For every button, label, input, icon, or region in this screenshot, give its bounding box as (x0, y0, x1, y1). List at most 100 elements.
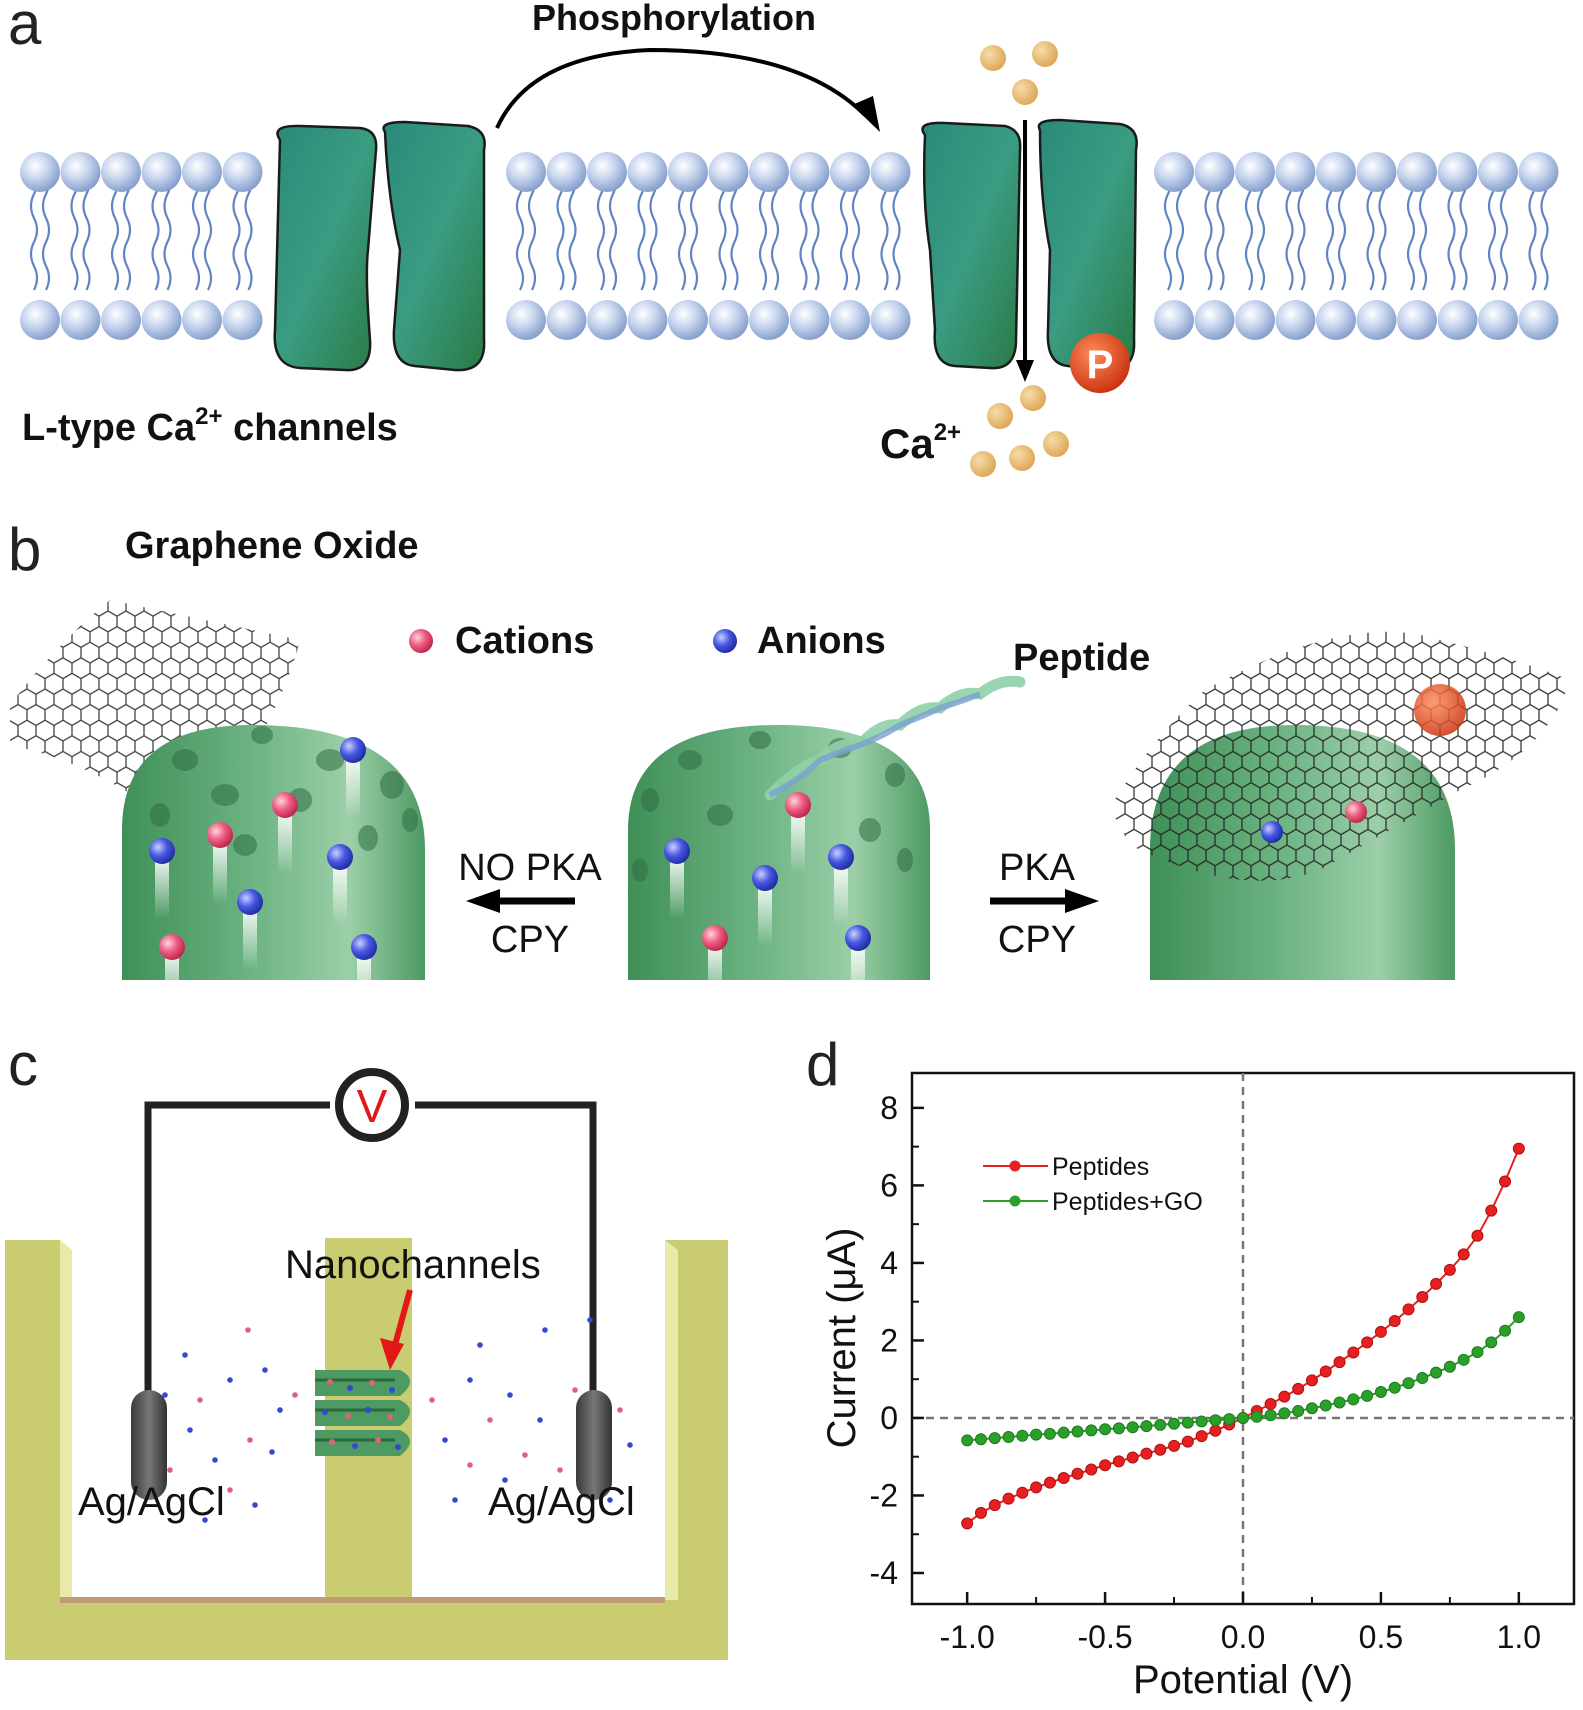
ion-flow-arrow (1016, 120, 1034, 382)
panel-a-letter: a (8, 0, 42, 57)
arrow-no-pka (466, 889, 575, 913)
data-point (1195, 1415, 1208, 1428)
panel-b: b Graphene Oxide Cations Anions Peptide (8, 516, 1570, 1015)
nanochannel-dome-right (1110, 631, 1570, 980)
data-point (1264, 1409, 1277, 1422)
legend-entry: Peptides (983, 1153, 1149, 1181)
data-point (1361, 1336, 1374, 1349)
data-point (1319, 1399, 1332, 1412)
data-point (1485, 1204, 1498, 1217)
circuit-wire (144, 1101, 597, 1423)
data-point (1512, 1142, 1525, 1155)
data-point (1499, 1324, 1512, 1337)
scattered-ions (162, 1317, 633, 1523)
nanochannel-dome-left (122, 725, 425, 1015)
data-point (1499, 1175, 1512, 1188)
data-point (1347, 1346, 1360, 1359)
data-point (1430, 1366, 1443, 1379)
data-point (1154, 1418, 1167, 1431)
data-point (1374, 1385, 1387, 1398)
anion-legend-icon (713, 629, 737, 653)
data-point (1140, 1447, 1153, 1460)
x-axis-ticks: -1.0 -0.5 0.0 0.5 1.0 (940, 1592, 1541, 1655)
left-cpy-label: CPY (491, 919, 569, 961)
data-point (1071, 1467, 1084, 1480)
data-point (1305, 1402, 1318, 1415)
lipid-bilayer (20, 152, 1559, 340)
data-point (1319, 1365, 1332, 1378)
panel-c-letter: c (8, 1031, 38, 1098)
calcium-ions-top (980, 41, 1058, 105)
left-electrode-label: Ag/AgCl (78, 1480, 225, 1524)
data-point (1223, 1413, 1236, 1426)
data-point (1112, 1422, 1125, 1435)
data-point (1002, 1430, 1015, 1443)
legend-marker (1009, 1195, 1021, 1207)
data-point (1430, 1277, 1443, 1290)
legend-label: Peptides (1052, 1153, 1149, 1181)
x-tick-label: -0.5 (1078, 1619, 1133, 1655)
data-point (1471, 1229, 1484, 1242)
y-tick-label: 2 (880, 1322, 898, 1358)
nanochannels-label: Nanochannels (285, 1243, 541, 1287)
phosphate-symbol: P (1087, 343, 1114, 387)
data-point (974, 1433, 987, 1446)
y-tick-label: -4 (870, 1555, 898, 1591)
cation-legend-icon (409, 629, 433, 653)
data-point (1374, 1325, 1387, 1338)
data-point (1016, 1486, 1029, 1499)
series-peptides-go (961, 1311, 1525, 1447)
legend-entry: Peptides+GO (983, 1188, 1203, 1216)
panel-a: a Phosphorylation (8, 0, 1559, 477)
data-point (1209, 1414, 1222, 1427)
panel-c: c V Nanochannels (5, 1031, 728, 1660)
y-axis-label: Current (μA) (820, 1228, 864, 1449)
x-tick-label: -1.0 (940, 1619, 995, 1655)
calcium-ions-bottom (970, 385, 1069, 477)
data-point (1402, 1377, 1415, 1390)
data-point (1071, 1425, 1084, 1438)
y-tick-label: 0 (880, 1400, 898, 1436)
data-point (1402, 1303, 1415, 1316)
phosphate-group: P (1070, 333, 1130, 393)
data-point (961, 1434, 974, 1447)
data-point (1099, 1459, 1112, 1472)
data-point (1333, 1396, 1346, 1409)
data-point (1057, 1472, 1070, 1485)
data-point (1292, 1404, 1305, 1417)
data-point (1168, 1439, 1181, 1452)
data-point (1443, 1360, 1456, 1373)
panel-d-letter: d (806, 1031, 839, 1098)
y-tick-label: -2 (870, 1477, 898, 1513)
pka-label: PKA (999, 847, 1076, 889)
right-cpy-label: CPY (998, 919, 1076, 961)
data-point (1416, 1291, 1429, 1304)
nanochannel-dome-center (628, 675, 1026, 1006)
data-point (988, 1499, 1001, 1512)
data-point (988, 1432, 1001, 1445)
data-point (1250, 1410, 1263, 1423)
data-point (1112, 1455, 1125, 1468)
data-point (1209, 1424, 1222, 1437)
data-point (1126, 1421, 1139, 1434)
data-point (1443, 1263, 1456, 1276)
legend-label: Peptides+GO (1052, 1188, 1203, 1216)
y-tick-label: 8 (880, 1090, 898, 1126)
data-point (1085, 1424, 1098, 1437)
phosphorylation-label: Phosphorylation (532, 0, 816, 38)
chart-legend: Peptides Peptides+GO (983, 1153, 1203, 1216)
phosphorylation-arrow (495, 47, 880, 132)
data-point (1485, 1336, 1498, 1349)
cations-label: Cations (455, 620, 594, 662)
right-electrode-label: Ag/AgCl (488, 1480, 635, 1524)
data-point (1057, 1426, 1070, 1439)
data-point (1264, 1398, 1277, 1411)
nanochannels-array (315, 1370, 410, 1456)
data-point (961, 1517, 974, 1530)
x-tick-label: 1.0 (1497, 1619, 1541, 1655)
data-point (1388, 1381, 1401, 1394)
data-point (1292, 1382, 1305, 1395)
x-tick-label: 0.0 (1221, 1619, 1265, 1655)
channel-closed (273, 120, 486, 372)
